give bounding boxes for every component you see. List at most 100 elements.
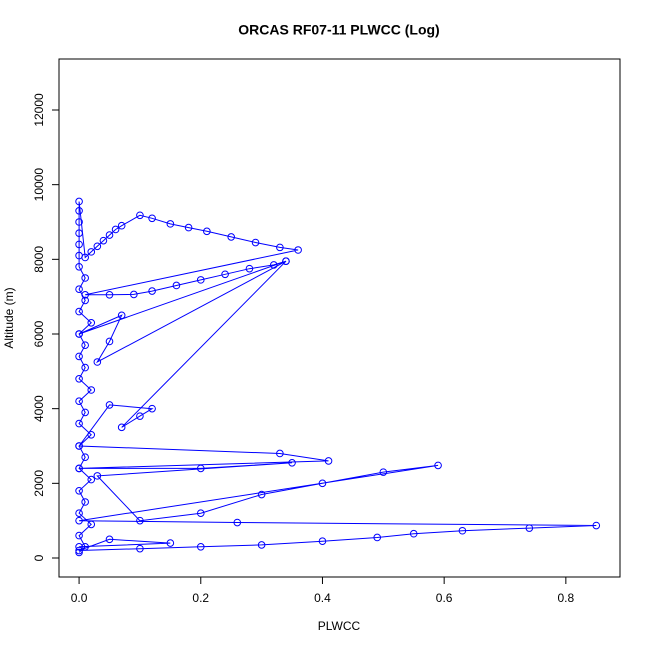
data-point xyxy=(172,281,181,290)
data-point xyxy=(148,287,156,295)
data-point xyxy=(269,261,278,269)
data-point xyxy=(75,442,83,450)
data-point xyxy=(288,458,296,467)
x-axis-label: PLWCC xyxy=(318,619,361,633)
data-point xyxy=(75,206,83,215)
data-point xyxy=(93,472,102,480)
series-line xyxy=(78,201,597,553)
data-point xyxy=(75,229,83,237)
data-point xyxy=(75,397,83,405)
data-point xyxy=(130,290,138,299)
data-point xyxy=(148,214,156,223)
data-point xyxy=(257,541,266,549)
data-point xyxy=(196,542,205,551)
data-point xyxy=(75,546,83,555)
data-point xyxy=(105,337,114,346)
data-point xyxy=(245,264,254,273)
data-point xyxy=(294,246,302,254)
x-tick-label: 0.4 xyxy=(314,591,331,605)
data-point xyxy=(75,419,83,428)
data-point xyxy=(196,464,205,473)
data-point xyxy=(409,529,418,538)
data-point xyxy=(117,311,126,320)
data-point xyxy=(75,374,83,383)
data-point xyxy=(75,307,83,316)
data-point xyxy=(75,464,83,473)
data-point xyxy=(117,221,126,230)
data-point xyxy=(318,537,327,545)
data-point xyxy=(105,290,114,299)
data-point xyxy=(93,358,102,366)
data-point xyxy=(105,231,114,239)
data-point xyxy=(75,352,83,361)
y-tick-label: 2000 xyxy=(32,470,46,497)
data-point xyxy=(75,218,83,226)
data-point xyxy=(196,276,205,284)
data-point xyxy=(87,248,96,256)
data-point xyxy=(379,468,388,476)
data-point xyxy=(233,518,242,527)
y-tick-label: 10000 xyxy=(32,168,46,202)
y-tick-label: 12000 xyxy=(32,93,46,127)
data-point xyxy=(87,475,96,484)
data-point xyxy=(136,412,144,420)
data-point xyxy=(81,290,89,299)
data-point xyxy=(81,542,89,551)
y-tick-label: 6000 xyxy=(32,320,46,347)
data-point xyxy=(75,542,83,551)
data-point xyxy=(136,211,144,220)
data-point xyxy=(75,240,83,249)
chart-title: ORCAS RF07-11 PLWCC (Log) xyxy=(238,22,439,38)
data-point xyxy=(81,408,89,417)
y-tick-label: 8000 xyxy=(32,246,46,273)
data-point xyxy=(81,453,89,461)
data-point xyxy=(166,220,175,228)
data-point xyxy=(87,386,96,394)
x-tick-label: 0.0 xyxy=(71,591,88,605)
data-point xyxy=(81,253,89,262)
plot-frame xyxy=(58,58,621,578)
data-point xyxy=(81,274,89,282)
data-point xyxy=(105,401,114,409)
data-point xyxy=(111,225,120,234)
data-point xyxy=(166,539,175,547)
data-point xyxy=(81,498,89,506)
data-point xyxy=(87,430,96,439)
data-point xyxy=(324,457,333,465)
data-point xyxy=(87,318,96,327)
data-point xyxy=(105,535,114,544)
data-point xyxy=(75,197,83,206)
data-point xyxy=(251,238,260,247)
y-tick-label: 4000 xyxy=(32,395,46,422)
data-point xyxy=(276,243,284,252)
y-tick-label: 0 xyxy=(32,554,46,561)
data-point xyxy=(136,544,144,553)
data-point xyxy=(373,533,382,542)
data-point xyxy=(75,262,83,271)
data-point xyxy=(276,449,284,458)
data-point xyxy=(136,516,144,525)
data-point xyxy=(196,509,205,517)
data-point xyxy=(257,490,266,499)
data-point xyxy=(99,236,108,245)
data-point xyxy=(592,521,601,530)
y-axis-label: Altitude (m) xyxy=(2,287,16,348)
data-point xyxy=(81,296,89,305)
data-point xyxy=(458,526,467,535)
data-point xyxy=(117,423,126,432)
x-tick-label: 0.2 xyxy=(192,591,209,605)
data-point xyxy=(93,242,102,251)
x-tick-label: 0.6 xyxy=(436,591,453,605)
data-point xyxy=(81,341,89,349)
data-point xyxy=(75,509,83,517)
data-point xyxy=(75,486,83,495)
data-point xyxy=(221,270,229,279)
x-tick-label: 0.8 xyxy=(558,591,575,605)
data-point xyxy=(434,461,442,470)
data-point xyxy=(75,285,83,293)
data-point xyxy=(148,404,156,413)
data-point xyxy=(75,531,83,540)
data-point xyxy=(75,330,83,338)
